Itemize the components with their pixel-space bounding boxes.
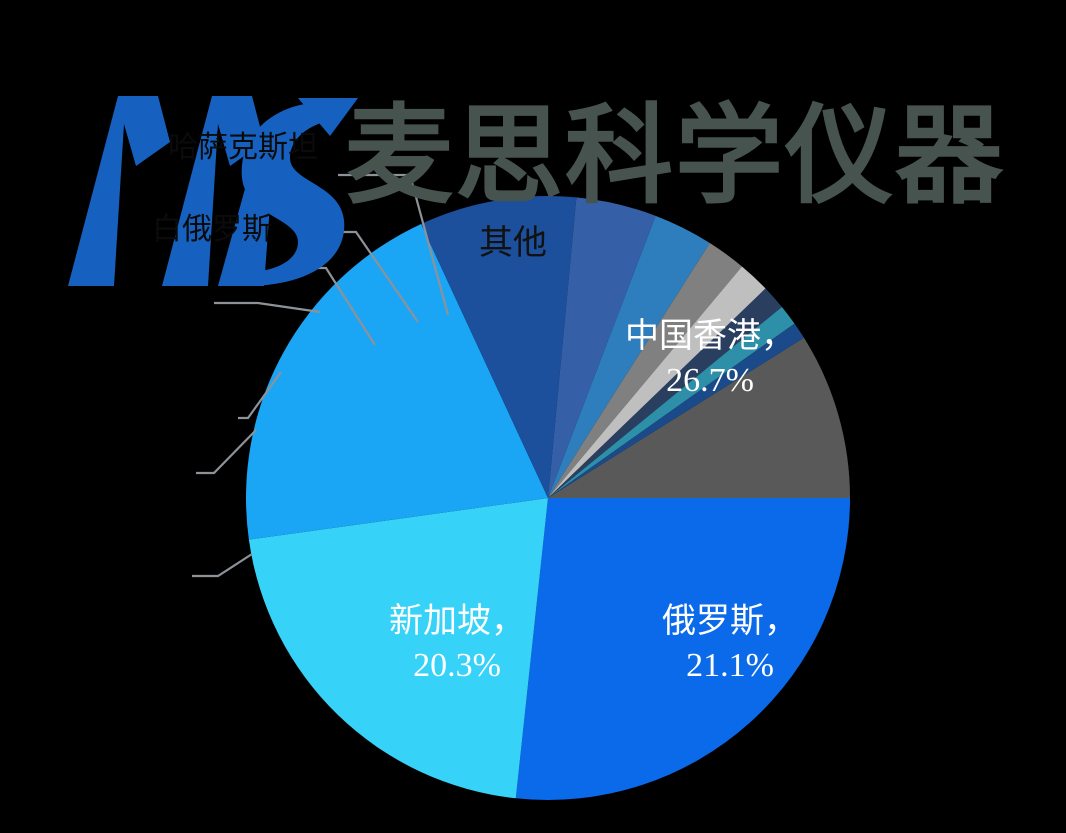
- leader-line-1: [338, 173, 450, 316]
- leader-line-5: [238, 371, 282, 420]
- pie-slice: [548, 337, 850, 498]
- pie-slice: [548, 306, 795, 498]
- leader-line-6: [196, 429, 257, 475]
- pie-slice: [421, 195, 577, 498]
- pie-slice: [515, 498, 850, 801]
- pie-slice: [248, 498, 548, 799]
- leader-line-4: [214, 301, 321, 314]
- pie-slice: [548, 288, 782, 498]
- leader-line-7: [192, 553, 253, 578]
- pie-slice: [548, 243, 742, 498]
- pie-slice: [548, 266, 766, 498]
- pie-slice: [548, 215, 710, 498]
- pie-slice: [548, 197, 656, 498]
- pie-slice-group: [245, 195, 850, 801]
- pie-slice: [548, 323, 804, 498]
- pie-slice: [245, 223, 548, 540]
